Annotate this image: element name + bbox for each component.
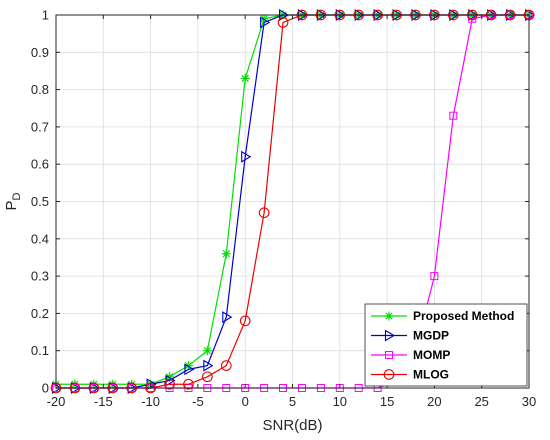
y-tick-label: 0.5 bbox=[31, 194, 49, 209]
x-tick-label: -5 bbox=[192, 394, 204, 409]
legend-item-mgdp: MGDP bbox=[371, 329, 449, 343]
y-axis-label-sub: D bbox=[11, 192, 23, 200]
x-tick-label: 30 bbox=[522, 394, 536, 409]
legend-label: MGDP bbox=[413, 329, 449, 343]
data-point-mgdp bbox=[184, 363, 195, 376]
x-tick-label: 20 bbox=[427, 394, 441, 409]
y-tick-label: 0.3 bbox=[31, 269, 49, 284]
data-point-proposed-method bbox=[221, 249, 231, 259]
y-tick-label: 0 bbox=[42, 381, 49, 396]
data-point-momp bbox=[430, 272, 439, 281]
data-point-proposed-method bbox=[240, 73, 250, 83]
y-tick-label: 0.4 bbox=[31, 231, 49, 246]
data-point-mlog bbox=[183, 378, 194, 390]
x-tick-label: 25 bbox=[474, 394, 488, 409]
y-tick-label: 0.7 bbox=[31, 119, 49, 134]
legend-marker-mlog bbox=[383, 369, 395, 380]
legend-item-momp: MOMP bbox=[371, 348, 450, 362]
y-axis-label: PD bbox=[3, 192, 23, 210]
x-tick-label: 10 bbox=[333, 394, 347, 409]
y-tick-label: 0.1 bbox=[31, 343, 49, 358]
data-point-proposed-method bbox=[183, 361, 193, 371]
legend-label: MOMP bbox=[413, 348, 450, 362]
y-tick-label: 0.9 bbox=[31, 45, 49, 60]
legend-marker-mgdp bbox=[384, 329, 396, 342]
data-point-mgdp bbox=[203, 359, 214, 372]
legend-item-mlog: MLOG bbox=[371, 368, 449, 382]
x-tick-label: 15 bbox=[380, 394, 394, 409]
y-tick-label: 0.2 bbox=[31, 306, 49, 321]
data-point-proposed-method bbox=[202, 346, 212, 356]
legend: Proposed Method MGDP MOMP MLOG bbox=[364, 303, 528, 387]
legend-marker-momp bbox=[385, 351, 393, 359]
x-tick-label: 5 bbox=[289, 394, 296, 409]
legend-item-proposed-method: Proposed Method bbox=[371, 309, 514, 323]
data-point-mgdp bbox=[260, 16, 271, 29]
data-point-mgdp bbox=[222, 311, 233, 324]
x-tick-label: -10 bbox=[141, 394, 160, 409]
legend-box bbox=[364, 303, 528, 387]
data-point-momp bbox=[449, 111, 458, 120]
x-tick-label: -15 bbox=[94, 394, 113, 409]
svg-text:PD: PD bbox=[3, 192, 23, 210]
x-tick-label: 0 bbox=[242, 394, 249, 409]
data-point-mlog bbox=[164, 378, 175, 390]
y-axis-label-main: P bbox=[3, 200, 20, 210]
y-tick-label: 0.6 bbox=[31, 157, 49, 172]
x-tick-label: -20 bbox=[47, 394, 66, 409]
data-point-mlog bbox=[220, 360, 232, 371]
y-tick-label: 1 bbox=[42, 8, 49, 23]
data-point-proposed-method bbox=[165, 372, 175, 382]
y-tick-label: 0.8 bbox=[31, 82, 49, 97]
data-point-mgdp bbox=[241, 150, 252, 163]
legend-label: Proposed Method bbox=[413, 309, 514, 323]
data-point-proposed-method bbox=[259, 14, 269, 24]
x-axis-label: SNR(dB) bbox=[262, 417, 322, 434]
legend-label: MLOG bbox=[413, 368, 449, 382]
ticks: -20 -15 -10 -5 0 5 10 15 20 25 30 0 0.1 0.2 0.3 0.4 0.5 0… bbox=[31, 8, 536, 410]
legend-marker-proposed-method bbox=[384, 311, 394, 321]
data-point-mlog bbox=[202, 371, 213, 383]
data-point-mlog bbox=[258, 207, 270, 219]
data-point-mlog bbox=[239, 315, 251, 327]
data-point-mlog bbox=[277, 17, 289, 28]
